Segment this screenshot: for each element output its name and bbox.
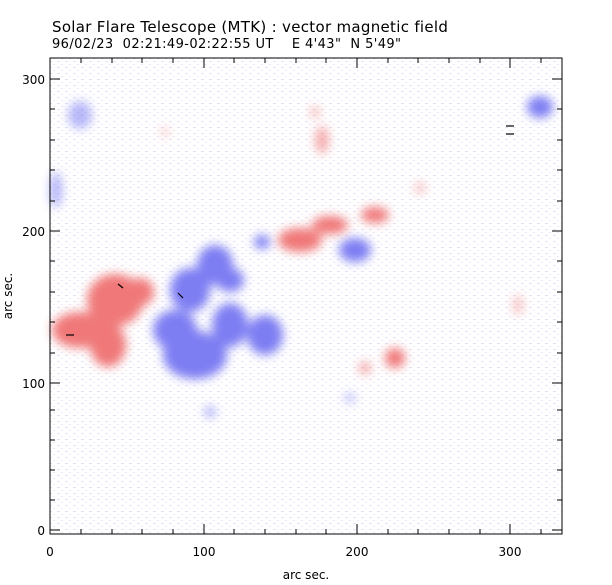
y-axis-ticks	[50, 78, 562, 531]
x-tick-label: 0	[46, 545, 54, 559]
x-axis-label: arc sec.	[283, 568, 329, 582]
y-tick-label: 200	[22, 225, 45, 239]
map-title: Solar Flare Telescope (MTK) : vector mag…	[52, 18, 449, 36]
negative-polarity-regions	[50, 96, 553, 418]
y-tick-label: 300	[22, 73, 45, 87]
x-tick-label: 200	[346, 545, 369, 559]
y-axis-label: arc sec.	[1, 273, 15, 319]
field-vector-markers	[66, 125, 514, 336]
x-tick-label: 300	[499, 545, 522, 559]
positive-polarity-regions	[52, 107, 523, 374]
x-tick-label: 100	[193, 545, 216, 559]
y-tick-label: 0	[37, 524, 45, 538]
x-axis-ticks	[49, 58, 542, 534]
plot-frame	[49, 57, 563, 535]
y-tick-label: 100	[22, 377, 45, 391]
map-subtitle: 96/02/23 02:21:49-02:22:55 UT E 4'43" N …	[52, 37, 402, 52]
